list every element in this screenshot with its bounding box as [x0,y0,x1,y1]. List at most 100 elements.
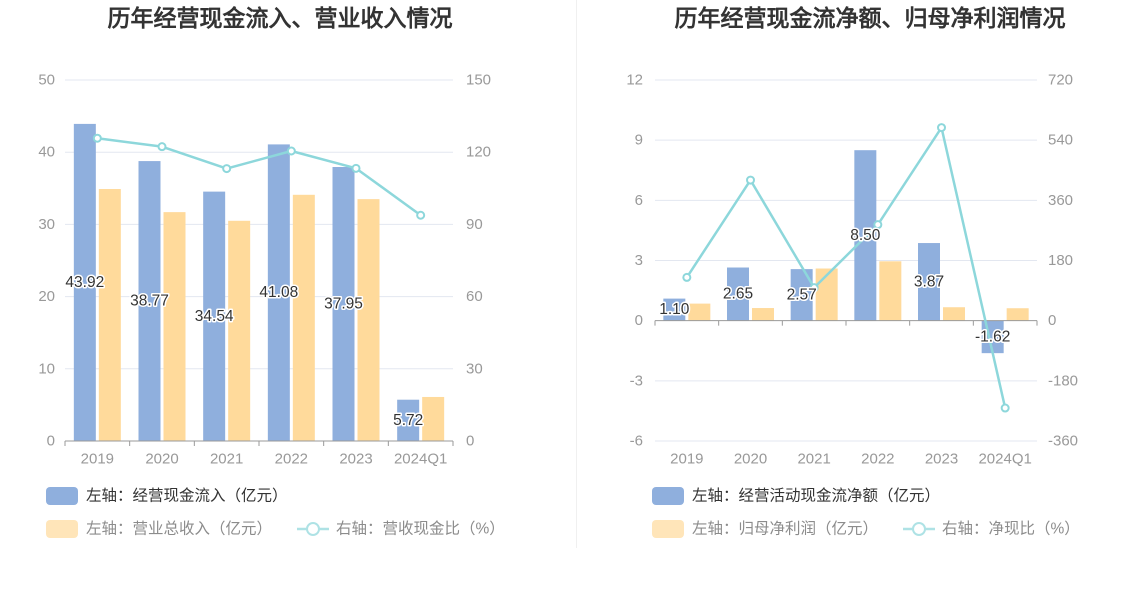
gridlines [65,79,453,370]
ratio-line [685,126,1007,409]
gridlines [655,79,1037,442]
y-right-tick-label: 0 [1048,312,1056,329]
line-point-2021 [809,283,819,293]
y-right-tick-label: 120 [466,144,491,161]
line-point-2020 [157,142,167,152]
bar-series2-2022 [292,194,315,441]
y-right-tick-label: 180 [1048,252,1073,269]
line-point-2023 [937,123,946,133]
bar-series1-2020 [727,267,749,321]
legend-label: 左轴：营业总收入（亿元） [86,520,272,538]
y-left-tick-label: 0 [635,312,643,329]
x-tick-label: 2024Q1 [394,451,447,468]
y-right-tick-label: 0 [466,433,474,450]
bar-series2-2019 [688,303,711,321]
legend-item-net-cash-ratio [903,522,935,536]
y-right-tick-label: 60 [466,288,483,305]
y-left-tick-label: 9 [635,132,643,149]
y-right-tick-label: 30 [466,360,483,377]
bar-series2-2020 [163,212,186,441]
bar-series1-2021 [790,269,813,321]
line-point-2024q1 [1000,403,1010,413]
y-left-tick-label: -6 [630,433,643,450]
legend: 左轴：经营活动现金流净额（亿元） 左轴：归母净利润（亿元） 右轴：净现比（%） [652,487,1080,538]
legend: 左轴：经营现金流入（亿元） 左轴：营业总收入（亿元） 右轴：营收现金比（%） [46,487,505,538]
bar-series1-2019 [663,298,686,321]
y-left-tick-label: 20 [38,288,55,305]
y-right-tick-label: -180 [1048,372,1078,389]
data-label-2023: 3.87 [914,273,944,290]
line-series [682,123,1010,413]
legend-label: 左轴：经营现金流入（亿元） [86,487,288,505]
plot-area: -6 -3 0 3 6 9 12 -360 -180 0 180 360 540 720 2019 2020 2… [626,72,1078,468]
y-left-tick-label: 12 [626,72,643,89]
legend-item-net-operating-cash-flow: 左轴：经营活动现金流净额（亿元） [652,487,940,505]
line-point-2020 [746,175,755,185]
line-point-2019 [682,272,692,282]
y-left-tick-label: 50 [38,72,55,89]
line-point-2022 [873,220,883,230]
bar-series2-2021 [228,220,251,441]
data-label-2024q1: 5.72 [393,412,423,429]
x-tick-label: 2024Q1 [978,451,1031,468]
legend-item-cash-revenue-ratio [297,522,329,536]
data-label-2022: 8.50 [850,227,881,244]
legend-label: 左轴：经营活动现金流净额（亿元） [692,487,940,505]
x-tick-label: 2020 [734,451,767,468]
axes: 0 10 20 30 40 50 0 30 60 90 120 150 2019 2020 2021 2022… [38,72,491,468]
bar-series1-2023 [918,243,940,321]
ratio-line [97,137,422,217]
bar-series1-2024q1 [397,399,420,441]
legend-marker-circle-icon [912,522,926,536]
y-right-tick-label: 150 [466,72,491,89]
axes: -6 -3 0 3 6 9 12 -360 -180 0 180 360 540 720 2019 2020 2… [626,72,1078,468]
data-labels: 1.10 2.65 2.57 8.50 3.87 -1.62 [658,225,1012,346]
bars [663,150,1029,354]
y-left-tick-label: 6 [635,192,643,209]
x-tick-label: 2022 [861,451,894,468]
data-label-2021: 34.54 [195,308,234,325]
left-chart: 历年经营现金流入、营业收入情况 0 10 20 30 40 50 0 30 60 90 120 150… [38,5,505,538]
legend-item-net-profit: 左轴：归母净利润（亿元） [652,520,878,538]
bar-series2-2023 [943,307,965,321]
line-point-2023 [351,163,361,173]
y-right-tick-label: 360 [1048,192,1073,209]
data-label-2020: 38.77 [130,293,169,310]
bar-series2-2019 [98,189,121,441]
bar-series2-2024q1 [422,396,445,441]
data-label-2019: 1.10 [659,301,690,318]
y-left-tick-label: 0 [47,433,55,450]
data-label-2022: 41.08 [259,284,298,301]
bar-series1-2019 [73,123,96,442]
y-right-tick-label: 720 [1048,72,1073,89]
data-labels: 43.92 38.77 34.54 41.08 37.95 5.72 [64,272,425,430]
data-label-2020: 2.65 [723,286,753,303]
legend-swatch-bar [652,520,684,538]
legend-item-revenue: 左轴：营业总收入（亿元） [46,520,272,538]
data-label-2024q1: -1.62 [975,328,1010,345]
bar-series2-2024q1 [1006,308,1029,321]
line-series [92,133,426,220]
legend-label: 右轴：净现比（%） [942,520,1080,538]
y-right-tick-label: -360 [1048,433,1078,450]
bar-series1-2022 [267,144,290,441]
bars [73,123,445,442]
y-left-tick-label: 40 [38,144,55,161]
bar-series1-2023 [332,167,355,441]
x-tick-label: 2021 [210,451,243,468]
chart-title: 历年经营现金流净额、归母净利润情况 [675,5,1066,31]
right-chart: 历年经营现金流净额、归母净利润情况 -6 -3 0 3 6 9 12 -360 -180 0 180… [626,5,1080,538]
plot-area: 0 10 20 30 40 50 0 30 60 90 120 150 2019 2020 2021 2022… [38,72,491,468]
legend-label: 右轴：营收现金比（%） [336,520,505,538]
bar-series1-2020 [138,161,161,441]
line-point-2022 [286,146,296,156]
bar-series1-2021 [203,191,226,441]
legend-label: 左轴：归母净利润（亿元） [692,520,878,538]
legend-marker-circle-icon [306,522,320,536]
x-tick-label: 2023 [339,451,372,468]
y-left-tick-label: 3 [635,252,643,269]
data-label-2023: 37.95 [324,296,363,313]
x-tick-label: 2019 [81,451,114,468]
